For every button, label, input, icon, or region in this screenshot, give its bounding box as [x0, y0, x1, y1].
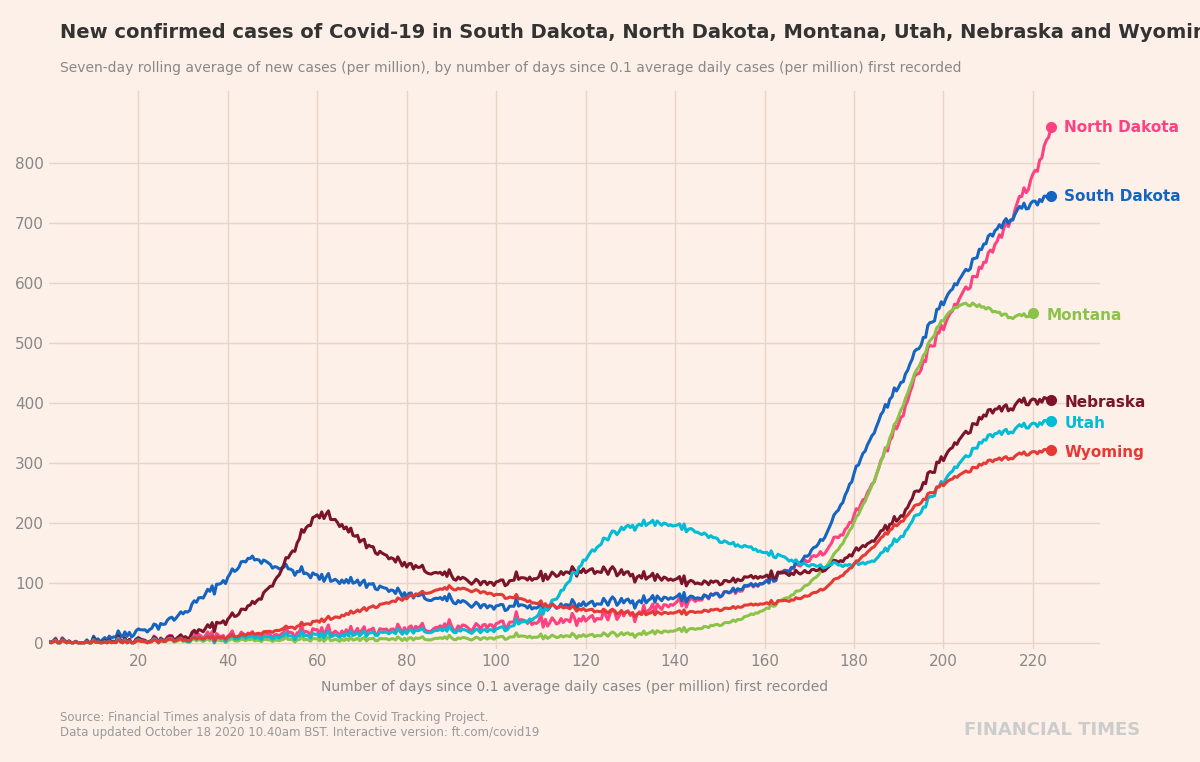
Text: South Dakota: South Dakota — [1064, 189, 1181, 203]
Text: Utah: Utah — [1064, 416, 1105, 431]
Text: Wyoming: Wyoming — [1064, 444, 1144, 459]
Text: FINANCIAL TIMES: FINANCIAL TIMES — [964, 721, 1140, 739]
Text: Source: Financial Times analysis of data from the Covid Tracking Project.
Data u: Source: Financial Times analysis of data… — [60, 711, 539, 739]
Text: New confirmed cases of Covid-19 in South Dakota, North Dakota, Montana, Utah, Ne: New confirmed cases of Covid-19 in South… — [60, 23, 1200, 42]
X-axis label: Number of days since 0.1 average daily cases (per million) first recorded: Number of days since 0.1 average daily c… — [320, 680, 828, 693]
Text: Montana: Montana — [1046, 309, 1122, 324]
Text: Seven-day rolling average of new cases (per million), by number of days since 0.: Seven-day rolling average of new cases (… — [60, 61, 961, 75]
Text: Nebraska: Nebraska — [1064, 395, 1146, 411]
Text: North Dakota: North Dakota — [1064, 120, 1180, 135]
